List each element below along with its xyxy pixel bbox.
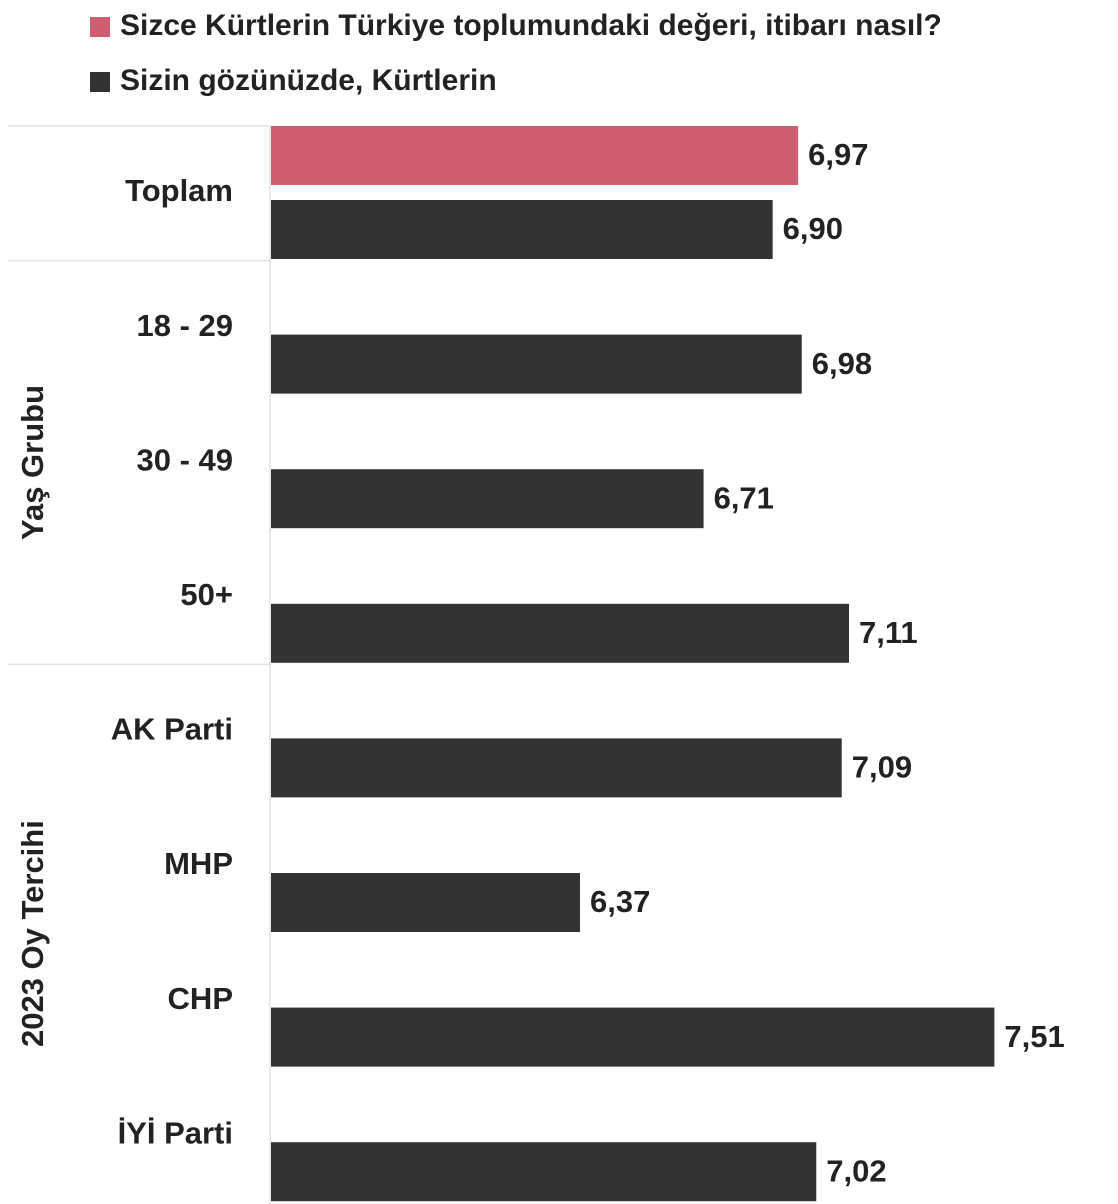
category-label: CHP xyxy=(168,981,233,1016)
bar xyxy=(271,469,704,529)
group-label: 2023 Oy Tercihi xyxy=(15,820,50,1047)
category-label: 18 - 29 xyxy=(136,308,233,343)
value-label: 7,51 xyxy=(1004,1019,1064,1054)
legend-swatch xyxy=(90,72,110,92)
category-label: Toplam xyxy=(125,173,233,208)
bar xyxy=(271,126,799,185)
bar xyxy=(271,738,842,798)
value-label: 6,90 xyxy=(783,211,843,246)
group-label: Yaş Grubu xyxy=(15,385,50,540)
value-label: 7,11 xyxy=(859,615,918,650)
category-label: AK Parti xyxy=(111,712,233,747)
category-label: MHP xyxy=(164,846,233,881)
bar xyxy=(271,873,580,932)
category-label: İYİ Parti xyxy=(118,1115,233,1150)
bar xyxy=(271,334,802,394)
value-label: 7,02 xyxy=(826,1153,886,1188)
legend-label: Sizce Kürtlerin Türkiye toplumundaki değ… xyxy=(120,9,942,42)
bar xyxy=(271,1142,817,1202)
bar xyxy=(271,603,849,663)
value-label: 7,09 xyxy=(852,750,912,785)
legend-label: Sizin gözünüzde, Kürtlerin xyxy=(120,64,497,97)
value-label: 6,71 xyxy=(714,480,774,515)
value-label: 6,37 xyxy=(590,884,650,919)
category-label: 50+ xyxy=(180,577,233,612)
legend-swatch xyxy=(90,17,110,37)
bar xyxy=(271,1007,995,1067)
bar xyxy=(271,200,773,259)
category-label: 30 - 49 xyxy=(136,442,233,477)
value-label: 6,98 xyxy=(812,346,872,381)
value-label: 6,97 xyxy=(808,137,868,172)
